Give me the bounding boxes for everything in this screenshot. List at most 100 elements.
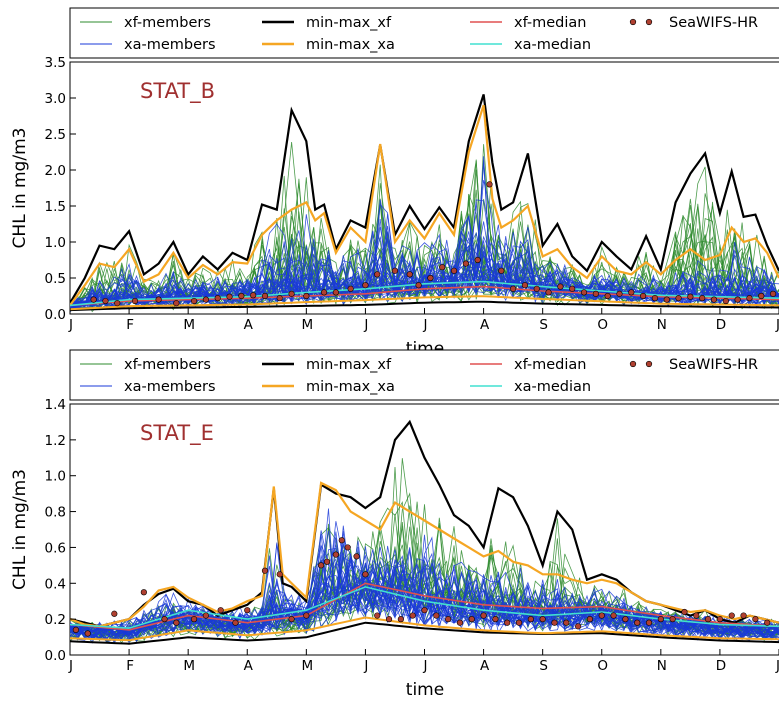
x-tick-label-1: F: [126, 658, 134, 674]
obs-point-6: [190, 297, 198, 305]
obs-point-50: [704, 616, 712, 623]
obs-point-20: [374, 271, 381, 278]
max-xa-line: [70, 104, 779, 307]
legend-label-6: xa-median: [514, 37, 591, 53]
y-tick-label-0: 0.0: [45, 307, 66, 323]
obs-point-27: [433, 612, 440, 619]
obs-point-17: [332, 289, 339, 296]
obs-point-31: [510, 285, 517, 292]
y-tick-label-4: 0.8: [45, 505, 66, 521]
obs-point-38: [563, 619, 570, 626]
obs-point-49: [693, 612, 700, 619]
x-tick-label-0: J: [68, 317, 73, 333]
x-tick-label-7: A: [480, 658, 490, 674]
obs-point-23: [415, 282, 422, 289]
obs-point-20: [353, 553, 360, 560]
obs-point-4: [161, 616, 168, 623]
legend-marker-3: [629, 18, 637, 26]
obs-point-25: [439, 264, 446, 271]
obs-point-10: [244, 607, 251, 614]
xf-member-7: [70, 160, 779, 309]
obs-point-22: [374, 612, 381, 619]
min-xf-line: [70, 621, 779, 645]
obs-point-30: [468, 616, 475, 623]
obs-point-28: [445, 616, 452, 623]
panel-stat-e: xf-members min-max_xf xf-median SeaWIFS-HR x…: [10, 349, 779, 700]
min-xa-line: [70, 295, 779, 311]
x-tick-label-10: N: [657, 317, 667, 333]
plot-layer: [70, 94, 779, 313]
obs-point-34: [515, 619, 523, 626]
obs-point-55: [764, 619, 771, 626]
obs-point-43: [622, 616, 629, 623]
obs-point-50: [734, 296, 741, 303]
legend-label-1: min-max_xf: [306, 357, 392, 373]
legend-marker-3: [629, 360, 637, 368]
obs-point-45: [645, 619, 653, 626]
obs-point-16: [323, 558, 331, 565]
obs-point-21: [362, 571, 369, 578]
obs-point-41: [598, 612, 605, 619]
xa-member-27: [70, 236, 779, 312]
obs-point-7: [202, 296, 209, 303]
obs-point-18: [338, 537, 345, 544]
obs-point-47: [669, 616, 676, 623]
legend-marker-3-b: [645, 18, 653, 26]
y-tick-label-3: 0.6: [45, 540, 66, 556]
obs-point-27: [462, 260, 469, 267]
obs-point-53: [740, 612, 747, 619]
min-xf-line: [70, 300, 779, 312]
obs-point-1: [84, 630, 91, 637]
obs-point-35: [527, 616, 534, 623]
obs-point-51: [746, 295, 753, 302]
legend-label-5: min-max_xa: [306, 37, 395, 53]
obs-point-48: [710, 296, 718, 303]
obs-point-0: [72, 626, 80, 634]
obs-point-9: [226, 293, 233, 300]
obs-point-8: [217, 607, 224, 614]
x-tick-label-6: J: [423, 317, 428, 333]
x-tick-label-8: S: [539, 317, 548, 333]
xa-member-28: [70, 562, 779, 641]
legend-label-4: xa-members: [124, 379, 216, 395]
x-tick-label-11: D: [716, 317, 726, 333]
obs-point-15: [303, 292, 310, 300]
legend-label-0: xf-members: [124, 15, 211, 31]
obs-point-31: [480, 612, 487, 619]
x-tick-label-3: A: [244, 317, 254, 333]
obs-point-5: [173, 619, 180, 626]
obs-point-17: [332, 551, 339, 558]
y-axis-label: CHL in mg/m3: [10, 128, 30, 249]
obs-point-2: [111, 610, 118, 617]
obs-point-32: [521, 282, 529, 289]
obs-point-13: [288, 616, 295, 623]
y-tick-label-2: 0.4: [45, 576, 66, 592]
obs-point-36: [569, 285, 576, 292]
obs-point-13: [276, 295, 283, 302]
obs-point-35: [557, 283, 564, 290]
xf-median-line: [70, 582, 779, 631]
y-tick-label-5: 2.5: [45, 127, 66, 143]
obs-point-54: [752, 616, 759, 623]
x-tick-label-11: D: [716, 658, 726, 674]
obs-point-44: [634, 619, 641, 626]
xa-member-27: [70, 544, 779, 640]
obs-point-52: [728, 612, 735, 619]
obs-point-43: [651, 295, 659, 302]
obs-point-51: [716, 616, 724, 623]
obs-point-16: [320, 289, 328, 296]
obs-point-37: [551, 619, 558, 626]
obs-point-11: [261, 567, 269, 574]
panel-stat-b: xf-members min-max_xf xf-median SeaWIFS-HR x…: [10, 7, 779, 359]
obs-point-25: [409, 612, 416, 619]
x-tick-label-6: J: [423, 658, 428, 674]
y-tick-label-6: 3.0: [45, 91, 66, 107]
xf-median-line: [70, 285, 779, 307]
y-tick-label-1: 0.2: [45, 612, 66, 628]
x-tick-label-9: O: [597, 658, 608, 674]
legend-label-3: SeaWIFS-HR: [669, 15, 758, 31]
x-tick-label-4: M: [302, 317, 314, 333]
x-tick-label-4: M: [302, 658, 314, 674]
legend-label-1: min-max_xf: [306, 15, 392, 31]
